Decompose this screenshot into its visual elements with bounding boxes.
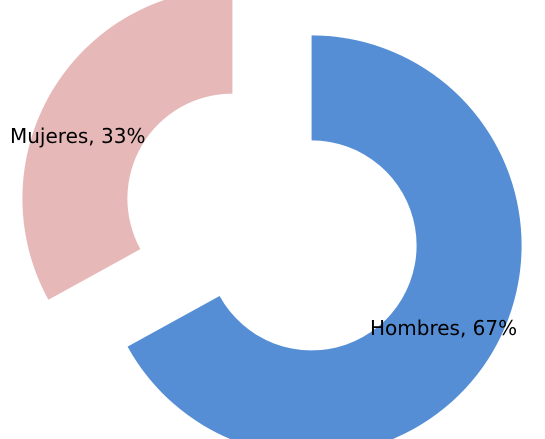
slices-group <box>22 0 522 439</box>
slice-mujeres <box>22 0 233 300</box>
data-label-mujeres: Mujeres, 33% <box>10 124 145 148</box>
slice-hombres <box>127 35 522 439</box>
data-label-hombres: Hombres, 67% <box>370 316 517 340</box>
